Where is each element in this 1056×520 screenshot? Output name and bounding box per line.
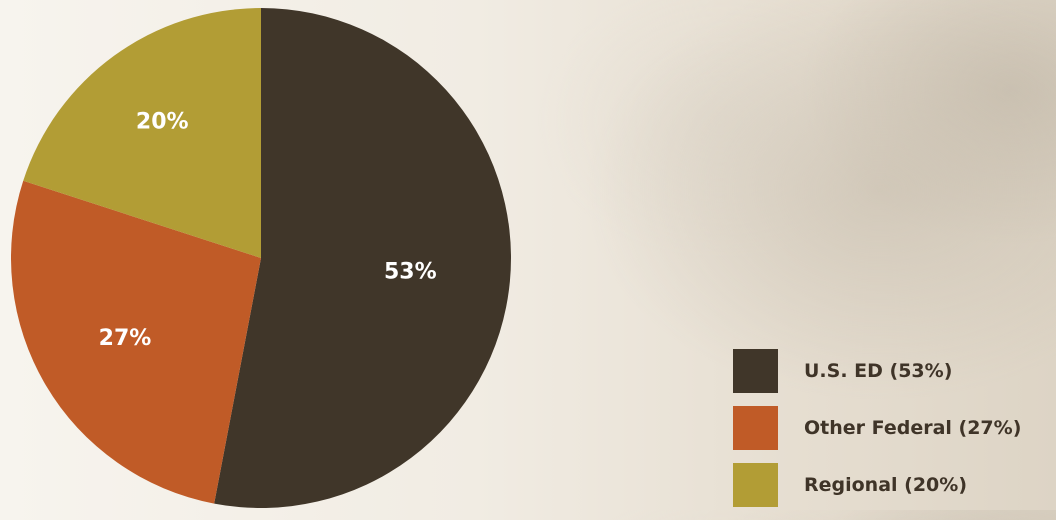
legend-label-other-federal: Other Federal (27%) [804,417,1022,439]
legend-swatch-regional [733,463,778,507]
pie-data-labels: 53% 27% 20% [99,110,437,351]
pie-slice-regional [23,8,261,258]
pie-slice-us-ed [214,8,511,508]
legend-label-regional: Regional (20%) [804,474,968,496]
legend-label-us-ed: U.S. ED (53%) [804,360,953,382]
data-label-other-federal: 27% [99,326,152,351]
data-label-regional: 20% [136,110,189,135]
legend-swatch-us-ed [733,349,778,393]
pie-slices [10,8,511,508]
legend-item-regional: Regional (20%) [733,463,1056,507]
pie-slice-other-federal [10,180,261,504]
legend-item-other-federal: Other Federal (27%) [733,406,1056,450]
legend: U.S. ED (53%) Other Federal (27%) Region… [733,349,1056,520]
data-label-us-ed: 53% [384,260,437,285]
legend-item-us-ed: U.S. ED (53%) [733,349,1056,393]
legend-swatch-other-federal [733,406,778,450]
